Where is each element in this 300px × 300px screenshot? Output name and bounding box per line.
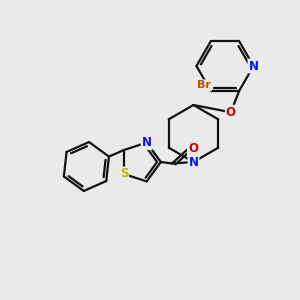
Text: O: O (226, 106, 236, 119)
Text: S: S (120, 167, 128, 181)
Text: Br: Br (197, 80, 211, 90)
Text: N: N (142, 136, 152, 149)
Text: N: N (188, 155, 199, 169)
Text: N: N (248, 59, 259, 73)
Text: O: O (188, 142, 198, 155)
